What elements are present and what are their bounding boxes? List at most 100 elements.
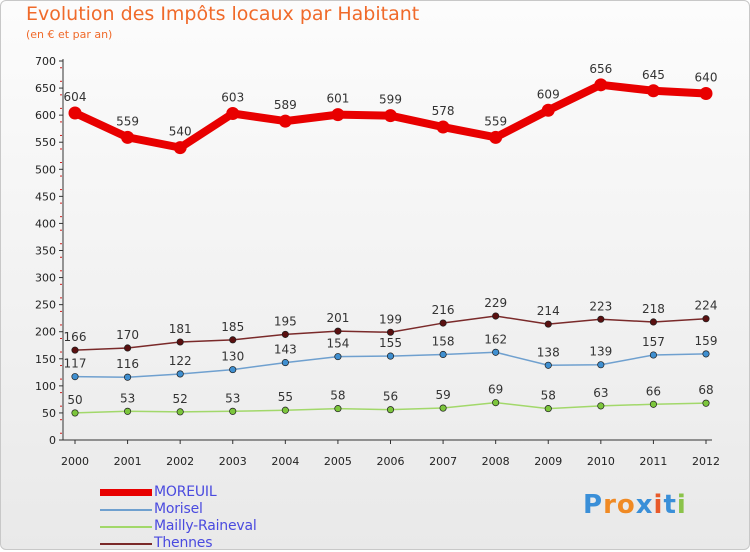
proxiti-logo: Proxiti <box>583 490 687 520</box>
x-tick-label: 2004 <box>271 455 299 468</box>
data-label-moreuil: 604 <box>64 90 87 104</box>
data-point-mailly-raineval <box>334 405 342 413</box>
data-point-thennes <box>649 318 657 326</box>
legend-label: Mailly-Raineval <box>154 518 257 534</box>
data-point-mailly-raineval <box>439 404 447 412</box>
data-label-morisel: 154 <box>326 337 349 351</box>
x-tick-label: 2000 <box>61 455 89 468</box>
data-point-thennes <box>492 312 500 320</box>
data-label-thennes: 195 <box>274 314 297 328</box>
legend-swatch <box>100 526 152 528</box>
data-label-mailly-raineval: 58 <box>541 389 556 403</box>
data-label-morisel: 155 <box>379 336 402 350</box>
data-point-morisel <box>386 352 395 360</box>
data-label-thennes: 181 <box>169 322 192 336</box>
legend-swatch <box>100 509 152 511</box>
x-tick-label: 2008 <box>482 455 510 468</box>
data-label-mailly-raineval: 50 <box>67 393 82 407</box>
data-point-thennes <box>124 344 132 352</box>
data-point-moreuil <box>436 120 450 134</box>
data-label-thennes: 166 <box>64 330 87 344</box>
data-point-mailly-raineval <box>702 399 710 407</box>
data-point-moreuil <box>68 106 82 120</box>
y-tick-label: 150 <box>35 353 56 366</box>
data-point-moreuil <box>331 108 345 122</box>
data-label-morisel: 158 <box>432 334 455 348</box>
data-label-thennes: 229 <box>484 296 507 310</box>
data-point-mailly-raineval <box>176 408 184 416</box>
data-label-moreuil: 578 <box>432 104 455 118</box>
data-point-morisel <box>492 348 500 356</box>
logo-letter: o <box>616 490 636 520</box>
data-point-morisel <box>229 366 237 374</box>
logo-letter: P <box>583 490 604 520</box>
data-point-morisel <box>176 370 184 378</box>
x-tick-label: 2006 <box>377 455 405 468</box>
x-tick-label: 2002 <box>166 455 194 468</box>
data-point-moreuil <box>384 109 397 123</box>
y-tick-label: 650 <box>35 82 56 95</box>
data-point-moreuil <box>278 114 292 128</box>
data-label-morisel: 122 <box>169 354 192 368</box>
data-point-moreuil <box>226 107 240 121</box>
legend-swatch <box>100 489 152 496</box>
chart-subtitle: (en € et par an) <box>26 28 113 41</box>
data-label-morisel: 130 <box>221 350 244 364</box>
data-point-mailly-raineval <box>544 405 552 413</box>
data-label-thennes: 218 <box>642 302 665 316</box>
data-point-mailly-raineval <box>124 407 132 415</box>
data-label-morisel: 139 <box>589 345 612 359</box>
data-label-moreuil: 609 <box>537 87 560 101</box>
data-label-morisel: 116 <box>116 357 139 371</box>
data-point-mailly-raineval <box>281 406 289 414</box>
x-tick-label: 2005 <box>324 455 352 468</box>
data-label-moreuil: 645 <box>642 68 665 82</box>
data-label-mailly-raineval: 69 <box>488 383 503 397</box>
data-label-moreuil: 601 <box>326 92 349 106</box>
data-point-morisel <box>649 351 657 359</box>
data-label-moreuil: 603 <box>221 91 244 105</box>
x-tick-label: 2007 <box>429 455 457 468</box>
data-label-thennes: 224 <box>695 299 718 313</box>
data-point-mailly-raineval <box>597 402 605 410</box>
data-label-thennes: 185 <box>221 320 244 334</box>
data-label-thennes: 201 <box>326 311 349 325</box>
data-label-morisel: 157 <box>642 335 665 349</box>
data-point-thennes <box>71 346 79 354</box>
y-tick-label: 0 <box>49 434 56 447</box>
data-point-mailly-raineval <box>649 400 657 408</box>
data-label-thennes: 216 <box>432 303 455 317</box>
data-label-mailly-raineval: 55 <box>278 390 293 404</box>
data-point-thennes <box>544 320 552 328</box>
data-label-thennes: 199 <box>379 312 402 326</box>
y-tick-label: 500 <box>35 163 56 176</box>
data-label-morisel: 159 <box>695 334 718 348</box>
y-tick-label: 600 <box>35 109 56 122</box>
data-label-moreuil: 589 <box>274 98 297 112</box>
data-label-moreuil: 559 <box>484 114 507 128</box>
x-tick-label: 2010 <box>587 455 615 468</box>
y-tick-label: 50 <box>42 407 56 420</box>
data-point-moreuil <box>173 141 187 155</box>
data-label-mailly-raineval: 56 <box>383 390 398 404</box>
logo-letter: i <box>653 490 664 520</box>
data-label-moreuil: 640 <box>695 70 718 84</box>
logo-letter: r <box>603 490 617 520</box>
logo-letter: i <box>676 490 687 520</box>
data-label-thennes: 214 <box>537 304 560 318</box>
data-point-morisel <box>597 361 605 369</box>
data-label-thennes: 170 <box>116 328 139 342</box>
data-point-thennes <box>281 330 289 338</box>
data-label-morisel: 143 <box>274 343 297 357</box>
data-label-thennes: 223 <box>589 299 612 313</box>
data-point-thennes <box>439 319 447 327</box>
data-point-thennes <box>702 315 710 323</box>
data-label-moreuil: 540 <box>169 125 192 139</box>
data-point-moreuil <box>489 130 503 144</box>
data-label-morisel: 117 <box>64 357 87 371</box>
data-point-mailly-raineval <box>71 409 79 417</box>
y-tick-label: 300 <box>35 272 56 285</box>
data-point-thennes <box>176 338 184 346</box>
